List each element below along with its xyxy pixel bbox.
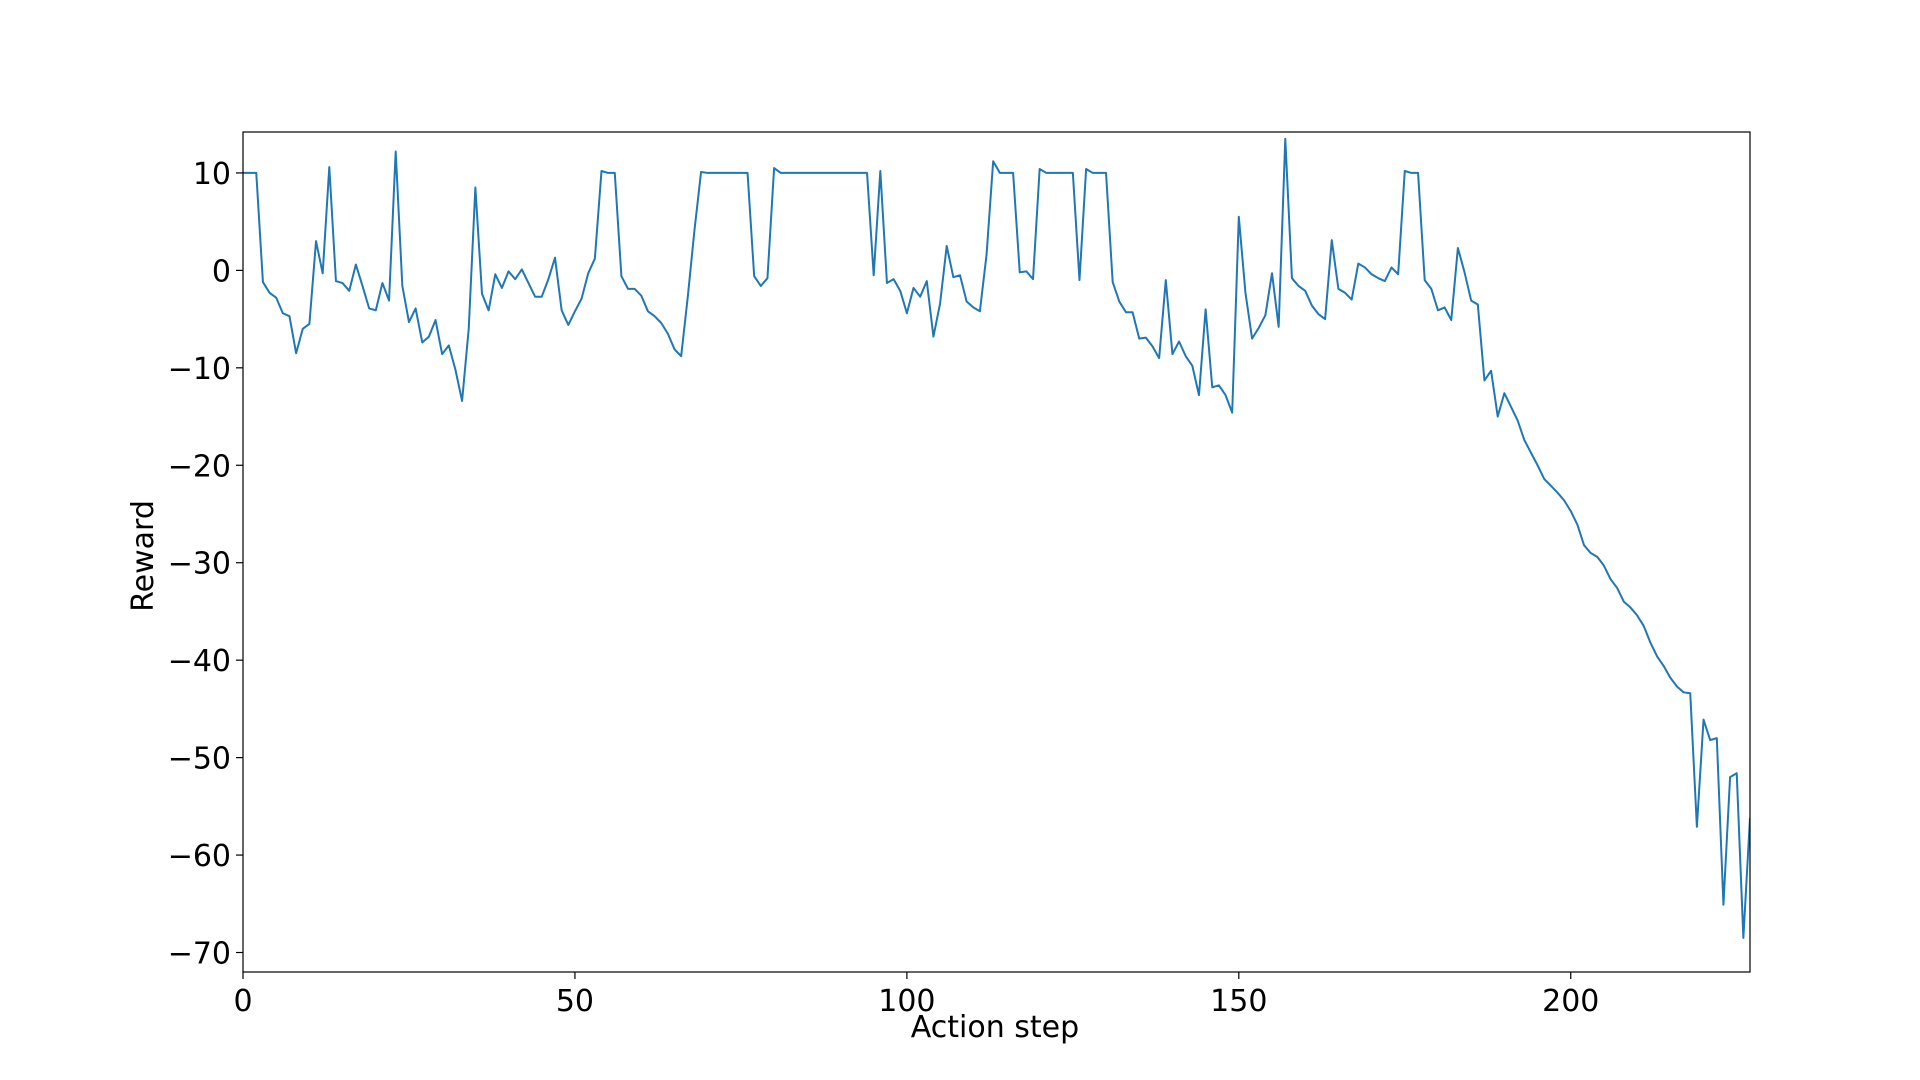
x-tick-label: 200 bbox=[1542, 984, 1599, 1019]
x-tick-label: 150 bbox=[1210, 984, 1267, 1019]
y-tick-label: −40 bbox=[168, 644, 231, 679]
y-tick-label: −60 bbox=[168, 839, 231, 874]
y-tick-label: −30 bbox=[168, 547, 231, 582]
y-tick-label: −50 bbox=[168, 742, 231, 777]
plot-area bbox=[243, 137, 1750, 939]
y-axis-label: Reward bbox=[126, 500, 161, 612]
y-tick-label: 0 bbox=[212, 254, 231, 289]
y-tick-label: −70 bbox=[168, 937, 231, 972]
y-tick-label: 10 bbox=[193, 157, 231, 192]
y-tick-label: −10 bbox=[168, 352, 231, 387]
plot-frame bbox=[242, 131, 1751, 973]
y-tick-label: −20 bbox=[168, 449, 231, 484]
x-tick-label: 50 bbox=[556, 984, 594, 1019]
reward-series-line bbox=[243, 137, 1750, 939]
x-axis-label: Action step bbox=[911, 1010, 1079, 1045]
x-tick-label: 0 bbox=[233, 984, 252, 1019]
x-tick-label: 100 bbox=[878, 984, 935, 1019]
